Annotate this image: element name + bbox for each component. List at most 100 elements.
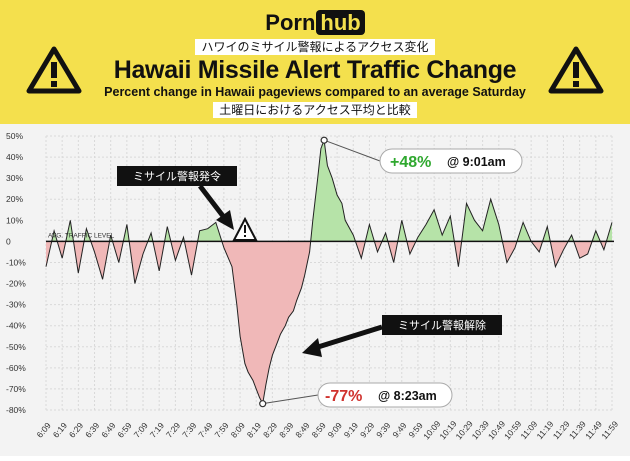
positive-area-fill [382, 232, 388, 242]
negative-area-fill [90, 241, 110, 280]
alert-cleared-arrow [317, 324, 383, 350]
negative-area-fill [73, 241, 85, 273]
positive-area-fill [542, 226, 551, 242]
warning-marker-dot [244, 235, 246, 237]
warning-triangle-icon [26, 46, 82, 94]
positive-area-fill [65, 220, 74, 242]
x-tick-label: 6:29 [67, 420, 85, 439]
traffic-chart: 50% 40% 30% 20% 10% 0 -10% -20% -30% -40% -50% -60%… [6, 131, 621, 442]
x-tick-label: 7:39 [180, 420, 198, 439]
logo-text-right: hub [316, 10, 365, 35]
y-tick-label: 50% [6, 131, 23, 141]
jp-subtitle: 土曜日におけるアクセス平均と比較 [213, 102, 417, 118]
alert-cleared-callout: ミサイル警報解除 [302, 315, 502, 357]
x-tick-label: 11:49 [583, 419, 604, 441]
positive-area-fill [397, 220, 407, 242]
x-tick-label: 11:09 [518, 419, 539, 441]
x-tick-label: 7:59 [212, 420, 230, 439]
alert-cleared-box [382, 315, 502, 335]
negative-area-fill [600, 241, 607, 250]
x-tick-label: 8:59 [309, 420, 327, 439]
y-tick-label: 10% [6, 215, 23, 225]
y-tick-label: -40% [6, 321, 26, 331]
peak-pill [379, 148, 523, 174]
logo: Porn hub [0, 10, 630, 36]
x-tick-label: 11:59 [599, 419, 620, 441]
x-tick-label: 7:09 [132, 420, 150, 439]
traffic-series-line [45, 140, 613, 406]
y-tick-label: -70% [6, 384, 26, 394]
jp-subtitle-row: 土曜日におけるアクセス平均と比較 [0, 101, 630, 119]
y-tick-label: 20% [6, 194, 23, 204]
trough-marker [259, 400, 267, 408]
trough-pill [317, 382, 453, 408]
negative-area-fill [57, 241, 66, 259]
alert-issued-arrow [198, 184, 228, 222]
peak-leader-line [323, 139, 381, 162]
negative-area-fill [184, 241, 198, 276]
trough-value: -77% [325, 388, 362, 405]
positive-area-fill [84, 228, 91, 242]
negative-area-fill [387, 241, 398, 263]
positive-area-fill [197, 222, 222, 242]
y-tick-label: -50% [6, 342, 26, 352]
x-tick-label: 9:39 [374, 420, 392, 439]
x-tick-label: 6:19 [51, 420, 69, 439]
alert-issued-box [117, 166, 237, 186]
arrow-head-icon [302, 338, 322, 357]
x-axis-ticks: 6:096:196:296:396:496:597:097:197:297:39… [35, 419, 621, 442]
positive-area-fill [461, 199, 503, 242]
peak-callout: +48% @ 9:01am [320, 136, 523, 174]
negative-area-fill [112, 241, 124, 263]
positive-area-fill [123, 224, 130, 242]
x-tick-label: 9:29 [358, 420, 376, 439]
chart-title: Hawaii Missile Alert Traffic Change [113, 56, 517, 84]
baseline-label: AVG. TRAFFIC LEVEL [48, 232, 115, 239]
x-tick-label: 9:09 [326, 420, 344, 439]
peak-time: @ 9:01am [447, 155, 506, 169]
trough-leader-line [262, 394, 319, 405]
logo-text-left: Porn [265, 10, 316, 35]
warning-marker-bar [244, 225, 246, 233]
positive-area-fill [516, 222, 532, 242]
alert-issued-callout: ミサイル警報発令 [117, 166, 258, 241]
chart-subtitle: Percent change in Hawaii pageviews compa… [104, 85, 526, 99]
positive-area-fill [592, 230, 601, 242]
negative-area-fill [550, 241, 569, 267]
peak-value: +48% [390, 154, 431, 171]
positive-area-fill [415, 209, 455, 242]
negative-area-fill [454, 241, 462, 267]
x-tick-label: 7:29 [164, 420, 182, 439]
y-tick-label: -80% [6, 405, 26, 415]
negative-area-fill [170, 241, 182, 261]
alert-issued-label: ミサイル警報発令 [133, 169, 221, 183]
plot-area: 50% 40% 30% 20% 10% 0 -10% -20% -30% -40% -50% -60%… [0, 124, 630, 456]
jp-title: ハワイのミサイル警報によるアクセス変化 [195, 39, 435, 55]
x-tick-label: 6:59 [115, 420, 133, 439]
x-tick-label: 6:49 [99, 420, 117, 439]
x-tick-label: 8:39 [277, 420, 295, 439]
x-tick-label: 7:19 [148, 420, 166, 439]
negative-area-fill [374, 241, 383, 252]
alert-cleared-label: ミサイル警報解除 [398, 318, 486, 332]
y-tick-label: -10% [6, 257, 26, 267]
x-tick-label: 6:39 [83, 420, 101, 439]
x-tick-label: 11:19 [535, 419, 556, 441]
x-tick-label: 10:59 [502, 419, 524, 442]
y-tick-label: 0 [6, 236, 11, 246]
x-tick-label: 8:29 [261, 420, 279, 439]
positive-area-fill [365, 224, 375, 242]
area-fills [46, 140, 612, 404]
x-tick-label: 9:19 [342, 420, 360, 439]
trough-callout: -77% @ 8:23am [259, 382, 453, 408]
x-tick-label: 11:29 [551, 419, 572, 441]
x-tick-label: 9:49 [390, 420, 408, 439]
peak-marker [320, 136, 328, 144]
jp-title-row: ハワイのミサイル警報によるアクセス変化 [0, 38, 630, 56]
y-tick-label: 40% [6, 152, 23, 162]
y-tick-label: -60% [6, 363, 26, 373]
y-tick-label: 30% [6, 173, 23, 183]
x-tick-label: 8:49 [293, 420, 311, 439]
x-tick-label: 8:19 [245, 420, 263, 439]
